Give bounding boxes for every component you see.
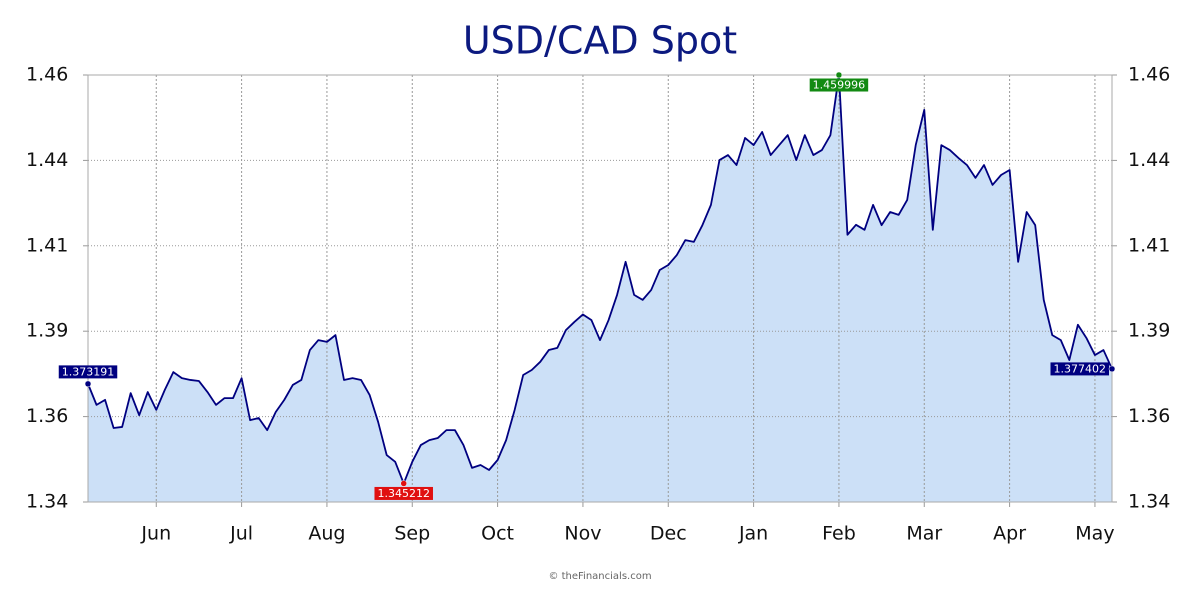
point	[835, 71, 843, 79]
x-tick-label: May	[1075, 523, 1114, 545]
y-tick-label: 1.39	[26, 320, 68, 342]
value-label-box	[1050, 362, 1109, 376]
credit: © theFinancials.com	[548, 571, 651, 582]
area	[88, 75, 1112, 502]
y-tick-label: 1.36	[26, 405, 68, 427]
value-label: 1.373191	[62, 365, 115, 378]
x-tick-label: Mar	[906, 523, 942, 545]
value-label-box	[58, 365, 118, 379]
y2-tick-label: 1.44	[1128, 149, 1170, 171]
line	[87, 74, 1113, 485]
value-label: 1.345212	[377, 487, 430, 500]
chart-title: USD/CAD Spot	[463, 19, 737, 63]
y2-tick-label: 1.36	[1128, 405, 1170, 427]
y2-tick-label: 1.39	[1128, 320, 1170, 342]
plot-frame	[87, 74, 1113, 503]
x-tick-label: Dec	[650, 523, 687, 545]
point	[400, 480, 407, 487]
x-tick-label: Jan	[738, 523, 768, 545]
x-tick-label: Oct	[481, 523, 514, 545]
x-tick-label: Aug	[308, 523, 345, 545]
x-tick-label: Sep	[394, 523, 430, 545]
value-label: 1.377402	[1054, 362, 1107, 375]
y2-tick-label: 1.41	[1128, 234, 1170, 256]
x-tick-label: Nov	[564, 523, 601, 545]
point	[1108, 365, 1116, 373]
value-label-box	[809, 78, 869, 92]
y-tick-label: 1.41	[26, 234, 68, 256]
x-tick-label: Jul	[229, 523, 253, 545]
value-label-box	[374, 486, 433, 500]
y2-tick-label: 1.46	[1128, 64, 1170, 86]
y-tick-label: 1.46	[26, 64, 68, 86]
y2-tick-label: 1.34	[1128, 491, 1170, 513]
x-tick-label: Feb	[822, 523, 856, 545]
point	[84, 380, 92, 388]
x-tick-label: Jun	[140, 523, 171, 545]
x-tick-label: Apr	[993, 523, 1026, 545]
y-tick-label: 1.34	[26, 491, 68, 513]
y-tick-label: 1.44	[26, 149, 68, 171]
value-label: 1.459996	[813, 79, 866, 92]
